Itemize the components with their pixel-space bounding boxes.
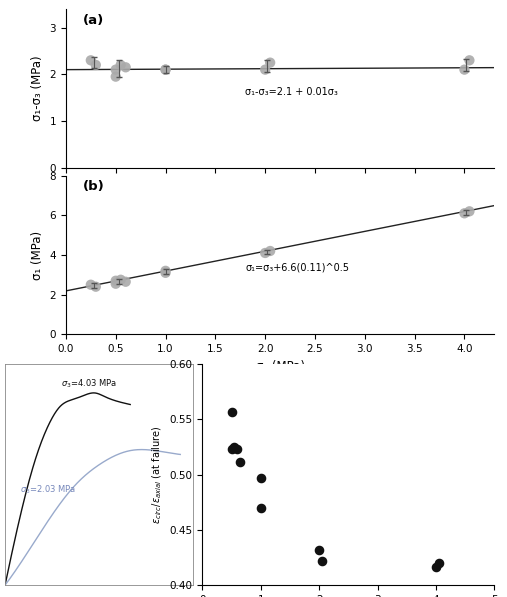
Point bbox=[162, 268, 170, 278]
Text: $\sigma_3$=4.03 MPa: $\sigma_3$=4.03 MPa bbox=[61, 377, 118, 390]
Point bbox=[228, 444, 236, 454]
Point bbox=[112, 279, 120, 288]
Text: σ₁=σ₃+6.6(0.11)^0.5: σ₁=σ₃+6.6(0.11)^0.5 bbox=[245, 263, 349, 273]
Point bbox=[228, 407, 236, 417]
Point bbox=[112, 65, 120, 75]
Point bbox=[122, 63, 130, 72]
Point bbox=[432, 562, 440, 572]
Point bbox=[112, 72, 120, 81]
Point bbox=[460, 65, 468, 75]
Point bbox=[162, 266, 170, 276]
Text: (a): (a) bbox=[83, 14, 104, 27]
Point bbox=[236, 458, 244, 467]
Point bbox=[435, 558, 443, 568]
Point bbox=[257, 503, 265, 512]
Point bbox=[460, 208, 468, 218]
Point bbox=[117, 60, 125, 70]
Point bbox=[266, 58, 274, 67]
Point bbox=[315, 545, 323, 555]
Text: $\sigma_3$=2.03 MPa: $\sigma_3$=2.03 MPa bbox=[20, 484, 77, 496]
Point bbox=[318, 556, 326, 565]
Point bbox=[87, 280, 95, 290]
Y-axis label: σ₁ (MPa): σ₁ (MPa) bbox=[31, 230, 44, 279]
Y-axis label: $\varepsilon_{circ}/\varepsilon_{axial}$ (at failure): $\varepsilon_{circ}/\varepsilon_{axial}$… bbox=[151, 425, 164, 524]
Text: (b): (b) bbox=[83, 180, 105, 193]
Point bbox=[266, 246, 274, 256]
Y-axis label: σ₁-σ₃ (MPa): σ₁-σ₃ (MPa) bbox=[31, 56, 44, 121]
Point bbox=[162, 65, 170, 75]
Point bbox=[122, 277, 130, 287]
X-axis label: σ₃ (MPa): σ₃ (MPa) bbox=[256, 359, 305, 373]
Point bbox=[230, 442, 238, 452]
Point bbox=[112, 276, 120, 285]
Point bbox=[257, 473, 265, 483]
Point bbox=[465, 56, 474, 65]
Text: σ₁-σ₃=2.1 + 0.01σ₃: σ₁-σ₃=2.1 + 0.01σ₃ bbox=[245, 87, 338, 97]
Point bbox=[261, 65, 269, 75]
Point bbox=[162, 65, 170, 75]
Point bbox=[92, 282, 100, 291]
Point bbox=[117, 275, 125, 285]
Point bbox=[261, 248, 269, 258]
Point bbox=[233, 444, 241, 454]
Point bbox=[92, 60, 100, 70]
Point bbox=[465, 207, 474, 216]
Point bbox=[87, 56, 95, 65]
